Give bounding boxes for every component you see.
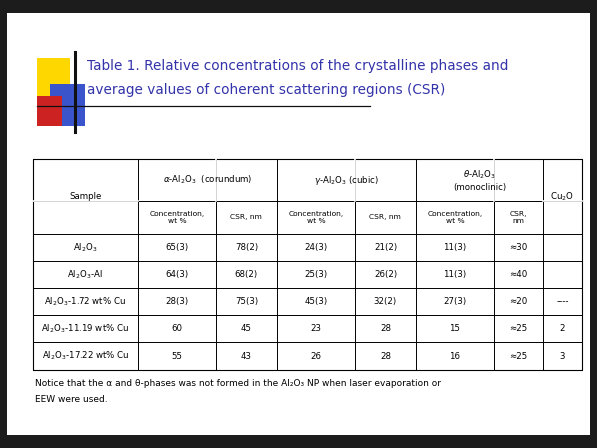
Text: 26(2): 26(2) [374, 270, 397, 279]
Text: $\alpha$-Al$_2$O$_3$  (corundum): $\alpha$-Al$_2$O$_3$ (corundum) [163, 174, 252, 186]
Text: CSR, nm: CSR, nm [370, 215, 401, 220]
Text: $\gamma$-Al$_2$O$_3$ (cubic): $\gamma$-Al$_2$O$_3$ (cubic) [314, 173, 379, 186]
Text: EEW were used.: EEW were used. [35, 395, 107, 404]
Text: 2: 2 [559, 324, 565, 333]
Text: 25(3): 25(3) [304, 270, 328, 279]
Text: 65(3): 65(3) [165, 243, 189, 252]
Text: Concentration,
wt %: Concentration, wt % [288, 211, 343, 224]
Text: 43: 43 [241, 352, 252, 361]
Text: Al$_2$O$_3$-11.19 wt% Cu: Al$_2$O$_3$-11.19 wt% Cu [41, 323, 130, 335]
Text: Concentration,
wt %: Concentration, wt % [149, 211, 205, 224]
Text: ≈20: ≈20 [509, 297, 528, 306]
Text: 32(2): 32(2) [374, 297, 397, 306]
Text: 28: 28 [380, 324, 391, 333]
Bar [50, 84, 85, 126]
Text: Concentration,
wt %: Concentration, wt % [427, 211, 482, 224]
Text: 28: 28 [380, 352, 391, 361]
Bar [33, 159, 582, 370]
Text: 75(3): 75(3) [235, 297, 258, 306]
Text: ≈25: ≈25 [509, 324, 528, 333]
Text: CSR,
nm: CSR, nm [510, 211, 527, 224]
Text: 23: 23 [310, 324, 321, 333]
Text: CSR, nm: CSR, nm [230, 215, 262, 220]
Text: ≈30: ≈30 [509, 243, 528, 252]
Text: ----: ---- [556, 297, 569, 306]
Text: ≈40: ≈40 [509, 270, 528, 279]
Text: $\theta$-Al$_2$O$_3$
(monoclinic): $\theta$-Al$_2$O$_3$ (monoclinic) [453, 168, 506, 192]
Text: ≈25: ≈25 [509, 352, 528, 361]
Text: 68(2): 68(2) [235, 270, 258, 279]
Text: Al$_2$O$_3$: Al$_2$O$_3$ [73, 241, 98, 254]
Text: Sample: Sample [69, 192, 101, 201]
Text: 60: 60 [171, 324, 183, 333]
Text: 26: 26 [310, 352, 321, 361]
Text: 15: 15 [450, 324, 460, 333]
Text: 24(3): 24(3) [304, 243, 328, 252]
Text: 27(3): 27(3) [444, 297, 466, 306]
Text: 3: 3 [559, 352, 565, 361]
Bar [37, 96, 62, 126]
Bar [37, 58, 70, 101]
Text: Notice that the α and θ-phases was not formed in the Al₂O₃ NP when laser evapora: Notice that the α and θ-phases was not f… [35, 379, 441, 388]
Text: 21(2): 21(2) [374, 243, 397, 252]
Text: 45: 45 [241, 324, 252, 333]
Text: 28(3): 28(3) [165, 297, 189, 306]
Text: 64(3): 64(3) [165, 270, 189, 279]
Text: Table 1. Relative concentrations of the crystalline phases and: Table 1. Relative concentrations of the … [87, 59, 508, 73]
Text: 11(3): 11(3) [444, 243, 466, 252]
Text: 16: 16 [450, 352, 460, 361]
Text: average values of coherent scattering regions (CSR): average values of coherent scattering re… [87, 82, 445, 97]
Text: Al$_2$O$_3$-17.22 wt% Cu: Al$_2$O$_3$-17.22 wt% Cu [42, 350, 129, 362]
Text: 45(3): 45(3) [304, 297, 328, 306]
Text: Al$_2$O$_3$-1.72 wt% Cu: Al$_2$O$_3$-1.72 wt% Cu [44, 295, 127, 308]
Text: Cu$_2$O: Cu$_2$O [550, 190, 574, 202]
Text: 78(2): 78(2) [235, 243, 258, 252]
Text: Al$_2$O$_3$-Al: Al$_2$O$_3$-Al [67, 268, 103, 281]
Text: 55: 55 [171, 352, 183, 361]
Text: 11(3): 11(3) [444, 270, 466, 279]
